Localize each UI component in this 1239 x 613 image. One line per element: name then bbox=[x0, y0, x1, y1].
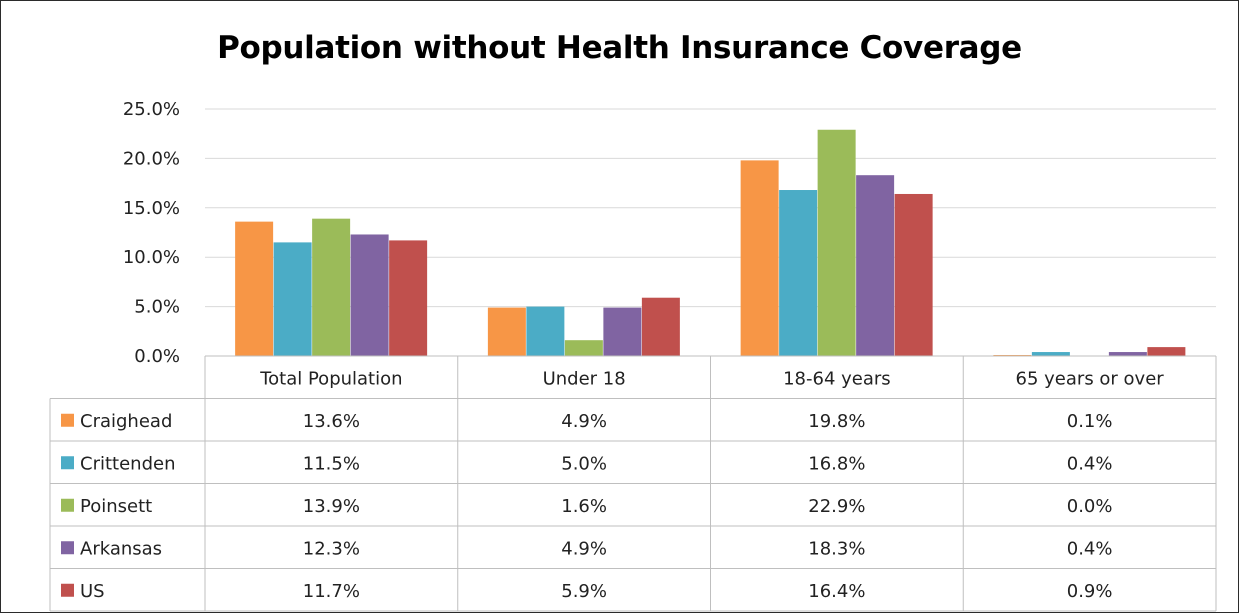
data-value: 11.5% bbox=[303, 453, 360, 474]
bar bbox=[526, 306, 565, 356]
data-value: 0.1% bbox=[1067, 411, 1113, 432]
bar bbox=[389, 240, 428, 356]
data-value: 5.9% bbox=[561, 581, 607, 602]
series-name: Craighead bbox=[80, 411, 172, 432]
data-value: 1.6% bbox=[561, 496, 607, 517]
bar bbox=[740, 160, 779, 356]
y-tick-label: 5.0% bbox=[134, 297, 180, 318]
data-value: 16.4% bbox=[808, 581, 865, 602]
bar bbox=[817, 129, 856, 356]
bar bbox=[779, 190, 818, 356]
category-label: Total Population bbox=[259, 368, 402, 389]
legend-key bbox=[61, 413, 74, 427]
bar bbox=[235, 221, 274, 356]
bar bbox=[641, 297, 680, 356]
data-value: 13.6% bbox=[303, 411, 360, 432]
y-tick-label: 10.0% bbox=[123, 247, 180, 268]
data-value: 12.3% bbox=[303, 538, 360, 559]
legend-key bbox=[61, 456, 74, 470]
bar bbox=[487, 307, 526, 356]
series-name: Poinsett bbox=[80, 496, 152, 517]
legend-key bbox=[61, 498, 74, 512]
bar bbox=[603, 307, 642, 356]
series-name: Arkansas bbox=[80, 538, 162, 559]
data-value: 5.0% bbox=[561, 453, 607, 474]
data-value: 22.9% bbox=[808, 496, 865, 517]
y-tick-label: 20.0% bbox=[123, 148, 180, 169]
bar bbox=[1108, 352, 1147, 356]
data-value: 0.4% bbox=[1067, 538, 1113, 559]
data-value: 19.8% bbox=[808, 411, 865, 432]
bar bbox=[1031, 352, 1070, 356]
legend-key bbox=[61, 541, 74, 555]
y-tick-label: 15.0% bbox=[123, 198, 180, 219]
data-value: 18.3% bbox=[808, 538, 865, 559]
category-label: 65 years or over bbox=[1016, 368, 1165, 389]
category-label: Under 18 bbox=[543, 368, 626, 389]
y-tick-label: 0.0% bbox=[134, 346, 180, 367]
bar bbox=[856, 175, 895, 356]
category-label: 18-64 years bbox=[783, 368, 891, 389]
bar bbox=[273, 242, 312, 356]
data-value: 0.0% bbox=[1067, 496, 1113, 517]
bar bbox=[312, 218, 351, 356]
data-value: 0.9% bbox=[1067, 581, 1113, 602]
data-value: 0.4% bbox=[1067, 453, 1113, 474]
chart-title: Population without Health Insurance Cove… bbox=[217, 30, 1022, 66]
bar bbox=[1147, 347, 1186, 356]
data-value: 4.9% bbox=[561, 538, 607, 559]
data-value: 16.8% bbox=[808, 453, 865, 474]
series-name: Crittenden bbox=[80, 453, 175, 474]
bar bbox=[350, 234, 389, 356]
data-value: 13.9% bbox=[303, 496, 360, 517]
series-name: US bbox=[80, 581, 105, 602]
legend-key bbox=[61, 583, 74, 597]
data-value: 11.7% bbox=[303, 581, 360, 602]
bar bbox=[564, 340, 603, 356]
data-value: 4.9% bbox=[561, 411, 607, 432]
bar bbox=[894, 193, 933, 356]
y-tick-label: 25.0% bbox=[123, 99, 180, 120]
